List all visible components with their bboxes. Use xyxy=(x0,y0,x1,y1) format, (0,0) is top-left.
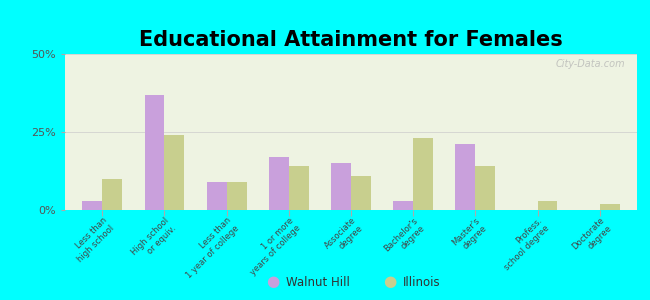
Bar xyxy=(475,166,495,210)
Bar xyxy=(269,157,289,210)
Bar xyxy=(289,166,309,210)
Bar xyxy=(351,176,371,210)
Text: High school
or equiv.: High school or equiv. xyxy=(130,216,178,265)
Text: Illinois: Illinois xyxy=(403,275,441,289)
Bar xyxy=(144,94,164,210)
Text: Less than
1 year of college: Less than 1 year of college xyxy=(177,216,240,280)
Text: City-Data.com: City-Data.com xyxy=(556,59,625,69)
Bar xyxy=(164,135,185,210)
Text: ●: ● xyxy=(266,274,280,290)
Text: ●: ● xyxy=(384,274,396,290)
Bar xyxy=(600,204,619,210)
Text: Bachelor's
degree: Bachelor's degree xyxy=(382,216,427,261)
Text: Walnut Hill: Walnut Hill xyxy=(286,275,350,289)
Bar xyxy=(538,201,558,210)
Bar xyxy=(331,163,351,210)
Text: 1 or more
years of college: 1 or more years of college xyxy=(241,216,302,277)
Bar xyxy=(393,201,413,210)
Bar xyxy=(207,182,227,210)
Bar xyxy=(413,138,433,210)
Bar xyxy=(227,182,246,210)
Text: Profess.
school degree: Profess. school degree xyxy=(495,216,551,272)
Text: Less than
high school: Less than high school xyxy=(68,216,116,264)
Text: Associate
degree: Associate degree xyxy=(322,216,365,258)
Bar xyxy=(456,145,475,210)
Bar xyxy=(83,201,102,210)
Title: Educational Attainment for Females: Educational Attainment for Females xyxy=(139,30,563,50)
Text: Doctorate
degree: Doctorate degree xyxy=(570,216,614,259)
Text: Master's
degree: Master's degree xyxy=(450,216,489,255)
Bar xyxy=(102,179,122,210)
